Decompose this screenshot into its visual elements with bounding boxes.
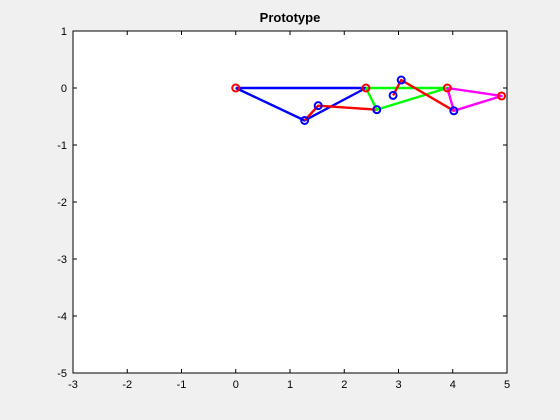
joint-marker-8 — [388, 90, 398, 100]
joint-marker-1 — [231, 83, 241, 93]
x-tick-label: -2 — [122, 379, 132, 391]
y-tick-label: -4 — [57, 311, 67, 323]
y-tick-label: 0 — [61, 83, 67, 95]
tick-layer: -3 -2 -1 0 1 2 3 4 5 1 0 -1 -2 -3 -4 -5 — [57, 26, 510, 391]
series-line-2 — [303, 104, 377, 122]
x-tick-label: 3 — [395, 379, 401, 391]
x-tick-label: -3 — [68, 379, 78, 391]
joint-marker-7 — [372, 105, 382, 115]
y-tick-label: -3 — [57, 254, 67, 266]
y-tick-label: 1 — [61, 26, 67, 38]
series-line-4 — [392, 78, 455, 112]
y-tick-label: -1 — [57, 140, 67, 152]
joint-marker-3 — [442, 83, 452, 93]
y-tick-label: -5 — [57, 368, 67, 380]
series-line-3 — [364, 86, 449, 111]
joint-marker-6 — [313, 101, 323, 111]
x-tick-label: -1 — [177, 379, 187, 391]
joint-marker-4 — [497, 91, 507, 101]
series-line-1 — [235, 86, 368, 122]
series-line-5 — [446, 86, 503, 113]
marker-layer — [231, 75, 507, 125]
axes-background — [73, 31, 507, 373]
joint-marker-10 — [449, 106, 459, 116]
joint-marker-9 — [396, 75, 406, 85]
chart-title: Prototype — [260, 10, 321, 25]
x-tick-label: 0 — [233, 379, 239, 391]
series-layer — [235, 78, 503, 122]
y-tick-label: -2 — [57, 197, 67, 209]
joint-marker-5 — [300, 115, 310, 125]
x-tick-label: 2 — [341, 379, 347, 391]
x-tick-label: 1 — [287, 379, 293, 391]
x-tick-label: 5 — [504, 379, 510, 391]
x-tick-label: 4 — [450, 379, 456, 391]
joint-marker-2 — [361, 83, 371, 93]
